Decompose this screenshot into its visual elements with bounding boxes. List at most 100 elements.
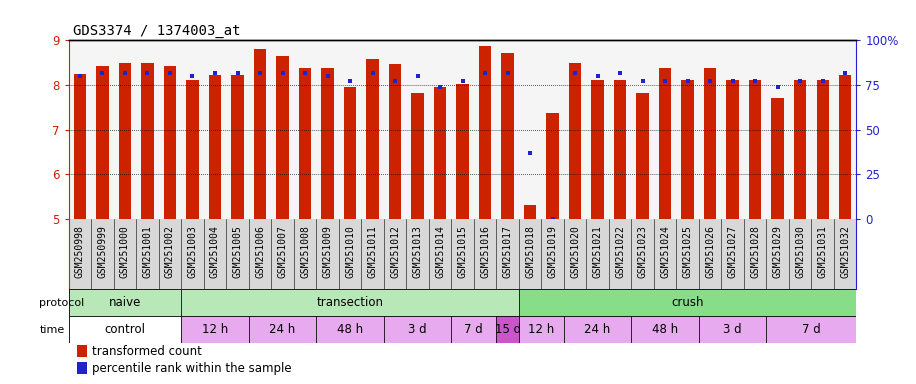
- Text: GSM251028: GSM251028: [750, 225, 760, 278]
- Point: [725, 78, 740, 84]
- Bar: [164, 66, 176, 219]
- Bar: [637, 93, 649, 219]
- Bar: [704, 68, 716, 219]
- Text: GSM251010: GSM251010: [345, 225, 355, 278]
- Point: [500, 70, 515, 76]
- Text: 12 h: 12 h: [529, 323, 554, 336]
- Point: [253, 70, 267, 76]
- Bar: [699, 316, 767, 343]
- Text: GSM251025: GSM251025: [682, 225, 692, 278]
- Text: GDS3374 / 1374003_at: GDS3374 / 1374003_at: [73, 25, 241, 38]
- Text: 48 h: 48 h: [337, 323, 363, 336]
- Point: [95, 70, 110, 76]
- Bar: [518, 316, 564, 343]
- Bar: [69, 290, 181, 316]
- Text: GSM251005: GSM251005: [233, 225, 243, 278]
- Point: [365, 70, 380, 76]
- Point: [770, 84, 785, 90]
- Point: [72, 73, 87, 79]
- Text: 7 d: 7 d: [802, 323, 821, 336]
- Text: 3 d: 3 d: [724, 323, 742, 336]
- Bar: [316, 316, 384, 343]
- Text: GSM251016: GSM251016: [480, 225, 490, 278]
- Bar: [767, 316, 856, 343]
- Text: GSM251014: GSM251014: [435, 225, 445, 278]
- Bar: [456, 84, 469, 219]
- Bar: [564, 316, 631, 343]
- Bar: [682, 79, 693, 219]
- Text: GSM251020: GSM251020: [570, 225, 580, 278]
- Bar: [69, 316, 181, 343]
- Bar: [344, 87, 356, 219]
- Point: [343, 78, 357, 84]
- Point: [455, 78, 470, 84]
- Bar: [518, 290, 856, 316]
- Text: control: control: [104, 323, 146, 336]
- Point: [658, 78, 672, 84]
- Point: [703, 78, 717, 84]
- Bar: [496, 316, 518, 343]
- Point: [793, 78, 808, 84]
- Point: [478, 70, 493, 76]
- Text: 12 h: 12 h: [202, 323, 228, 336]
- Point: [590, 73, 605, 79]
- Bar: [659, 68, 671, 219]
- Text: GSM251009: GSM251009: [322, 225, 333, 278]
- Text: crush: crush: [671, 296, 703, 310]
- Text: GSM251006: GSM251006: [255, 225, 265, 278]
- Bar: [452, 316, 496, 343]
- Text: GSM251024: GSM251024: [660, 225, 671, 278]
- Text: GSM251029: GSM251029: [773, 225, 782, 278]
- Bar: [631, 316, 699, 343]
- Bar: [816, 79, 829, 219]
- Point: [613, 70, 627, 76]
- Bar: [366, 59, 378, 219]
- Bar: [479, 46, 491, 219]
- Text: GSM251018: GSM251018: [525, 225, 535, 278]
- Text: GSM251030: GSM251030: [795, 225, 805, 278]
- Bar: [749, 79, 761, 219]
- Bar: [384, 316, 452, 343]
- Bar: [249, 316, 316, 343]
- Bar: [547, 113, 559, 219]
- Text: GSM251008: GSM251008: [300, 225, 310, 278]
- Text: 3 d: 3 d: [409, 323, 427, 336]
- Bar: [277, 56, 289, 219]
- Text: GSM251003: GSM251003: [188, 225, 198, 278]
- Bar: [96, 66, 109, 219]
- Text: GSM251022: GSM251022: [616, 225, 625, 278]
- Text: 7 d: 7 d: [464, 323, 484, 336]
- Text: percentile rank within the sample: percentile rank within the sample: [93, 361, 292, 374]
- Text: GSM251002: GSM251002: [165, 225, 175, 278]
- Bar: [839, 75, 851, 219]
- Bar: [726, 79, 739, 219]
- Text: GSM250999: GSM250999: [97, 225, 107, 278]
- Point: [545, 216, 560, 222]
- Point: [140, 70, 155, 76]
- Point: [230, 70, 245, 76]
- Text: 15 d: 15 d: [495, 323, 520, 336]
- Bar: [186, 79, 199, 219]
- Text: protocol: protocol: [39, 298, 84, 308]
- Bar: [501, 53, 514, 219]
- Text: time: time: [39, 325, 65, 335]
- Text: GSM251001: GSM251001: [143, 225, 152, 278]
- Text: GSM251007: GSM251007: [278, 225, 288, 278]
- Text: GSM251027: GSM251027: [727, 225, 737, 278]
- Text: GSM251004: GSM251004: [210, 225, 220, 278]
- Text: GSM251015: GSM251015: [458, 225, 467, 278]
- Bar: [181, 290, 518, 316]
- Bar: [254, 49, 267, 219]
- Bar: [77, 362, 87, 374]
- Point: [838, 70, 853, 76]
- Text: GSM250998: GSM250998: [75, 225, 85, 278]
- Bar: [411, 93, 424, 219]
- Bar: [592, 79, 604, 219]
- Text: GSM251031: GSM251031: [818, 225, 828, 278]
- Bar: [74, 74, 86, 219]
- Point: [747, 78, 762, 84]
- Bar: [141, 63, 154, 219]
- Bar: [119, 63, 131, 219]
- Text: naive: naive: [109, 296, 141, 310]
- Text: GSM251019: GSM251019: [548, 225, 558, 278]
